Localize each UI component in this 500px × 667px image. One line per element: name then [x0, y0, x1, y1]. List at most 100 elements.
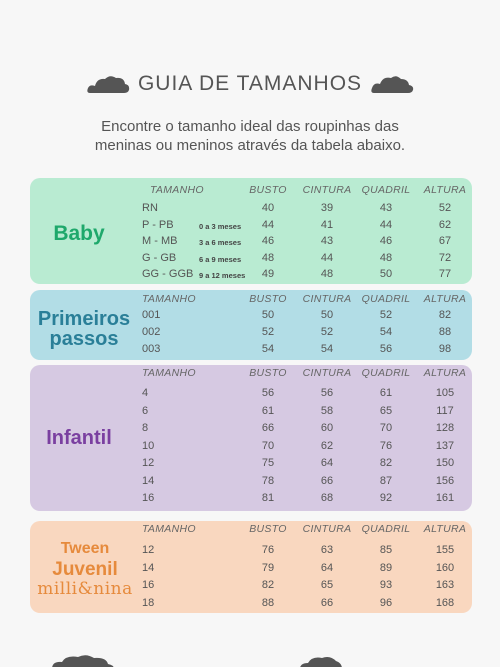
table-header: TAMANHO BUSTO CINTURA QUADRIL ALTURA [30, 184, 472, 200]
bust-cell: 81 [261, 492, 275, 504]
waist-cell: 65 [320, 579, 334, 591]
hip-cell: 52 [379, 309, 393, 321]
age-range-cell: 6 a 9 meses [199, 254, 242, 264]
waist-cell: 50 [320, 309, 334, 321]
header-size: TAMANHO [142, 367, 196, 379]
hip-cell: 65 [379, 404, 393, 417]
bust-cell: 79 [261, 561, 275, 574]
hip-cell: 89 [379, 561, 393, 574]
size-cell: 4 [142, 387, 149, 399]
header-bust: BUSTO [249, 293, 287, 305]
cloud-icon [300, 657, 342, 667]
waist-cell: 41 [320, 218, 334, 231]
header-waist: CINTURA [302, 523, 352, 535]
table-row: 12 76 63 85 155 [30, 544, 472, 560]
size-cell: 12 [142, 457, 155, 469]
height-cell: 52 [438, 202, 452, 214]
header-size: TAMANHO [142, 293, 196, 305]
table-row: M - MB 3 a 6 meses 46 43 46 67 [30, 235, 472, 251]
hip-cell: 61 [379, 387, 393, 399]
table-row: 4 56 56 61 105 [30, 387, 472, 403]
header-hip: QUADRIL [361, 523, 411, 535]
header-height: ALTURA [423, 184, 467, 196]
waist-cell: 44 [320, 251, 334, 264]
height-cell: 105 [435, 387, 455, 399]
table-row: 18 88 66 96 168 [30, 597, 472, 613]
height-cell: 88 [438, 326, 452, 338]
group-name-baby: Baby [53, 222, 105, 245]
title-row: GUIA DE TAMANHOS [0, 72, 500, 96]
table-header: TAMANHO BUSTO CINTURA QUADRIL ALTURA [30, 293, 472, 309]
group-name-infantil: Infantil [46, 427, 112, 449]
bust-cell: 61 [261, 404, 275, 417]
height-cell: 160 [435, 561, 455, 574]
baby-size-panel: Baby TAMANHO BUSTO CINTURA QUADRIL ALTUR… [30, 178, 472, 284]
size-cell: 12 [142, 544, 155, 556]
table-header: TAMANHO BUSTO CINTURA QUADRIL ALTURA [30, 523, 472, 539]
size-cell: G - GB [142, 251, 177, 264]
age-range-cell: 9 a 12 meses [199, 271, 246, 280]
bust-cell: 49 [261, 268, 275, 280]
cloud-icon [87, 76, 130, 93]
header-height: ALTURA [423, 523, 467, 535]
table-row: 001 50 50 52 82 [30, 309, 472, 325]
hip-cell: 46 [379, 235, 393, 247]
waist-cell: 64 [320, 457, 334, 469]
brand-logo-text: milli&nina [37, 579, 133, 599]
bust-cell: 46 [261, 235, 275, 247]
header-hip: QUADRIL [361, 184, 411, 196]
height-cell: 128 [435, 422, 455, 434]
waist-cell: 52 [320, 326, 334, 338]
header-waist: CINTURA [302, 293, 352, 305]
bust-cell: 48 [261, 251, 275, 264]
bust-cell: 66 [261, 422, 275, 434]
table-row: GG - GGB 9 a 12 meses 49 48 50 77 [30, 268, 472, 284]
size-cell: 001 [142, 309, 161, 321]
group-name-line: passos [49, 328, 119, 350]
header-height: ALTURA [423, 293, 467, 305]
hip-cell: 96 [379, 596, 393, 609]
waist-cell: 48 [320, 268, 334, 280]
group-name-line: Juvenil [52, 559, 118, 580]
waist-cell: 60 [320, 422, 334, 434]
size-cell: M - MB [142, 235, 178, 247]
cloud-icon [371, 76, 414, 93]
hip-cell: 54 [379, 326, 393, 338]
size-cell: 003 [142, 343, 161, 355]
subtitle: Encontre o tamanho ideal das roupinhas d… [0, 117, 500, 155]
table-row: 12 75 64 82 150 [30, 457, 472, 473]
hip-cell: 70 [379, 422, 393, 434]
header-waist: CINTURA [302, 184, 352, 196]
height-cell: 168 [435, 596, 455, 609]
waist-cell: 56 [320, 387, 334, 399]
height-cell: 72 [438, 251, 452, 264]
height-cell: 62 [438, 218, 452, 231]
bust-cell: 40 [261, 202, 275, 214]
table-row: P - PB 0 a 3 meses 44 41 44 62 [30, 219, 472, 235]
hip-cell: 50 [379, 268, 393, 280]
table-row: 003 54 54 56 98 [30, 343, 472, 359]
size-cell: 18 [142, 596, 155, 609]
table-row: 16 81 68 92 161 [30, 492, 472, 508]
bust-cell: 88 [261, 596, 275, 609]
waist-cell: 43 [320, 235, 334, 247]
bust-cell: 78 [261, 474, 275, 487]
header-bust: BUSTO [249, 523, 287, 535]
waist-cell: 63 [320, 544, 334, 556]
size-cell: 10 [142, 439, 155, 452]
hip-cell: 43 [379, 202, 393, 214]
hip-cell: 44 [379, 218, 393, 231]
waist-cell: 64 [320, 561, 334, 574]
table-row: 002 52 52 54 88 [30, 326, 472, 342]
hip-cell: 76 [379, 439, 393, 452]
group-name-primeiros-passos: Primeiros passos [30, 309, 138, 349]
waist-cell: 62 [320, 439, 334, 452]
height-cell: 82 [438, 309, 452, 321]
bust-cell: 50 [261, 309, 275, 321]
table-row: 14 79 64 89 160 [30, 562, 472, 578]
height-cell: 155 [435, 544, 455, 556]
size-cell: 8 [142, 422, 149, 434]
size-cell: 16 [142, 579, 155, 591]
header-hip: QUADRIL [361, 293, 411, 305]
hip-cell: 48 [379, 251, 393, 264]
